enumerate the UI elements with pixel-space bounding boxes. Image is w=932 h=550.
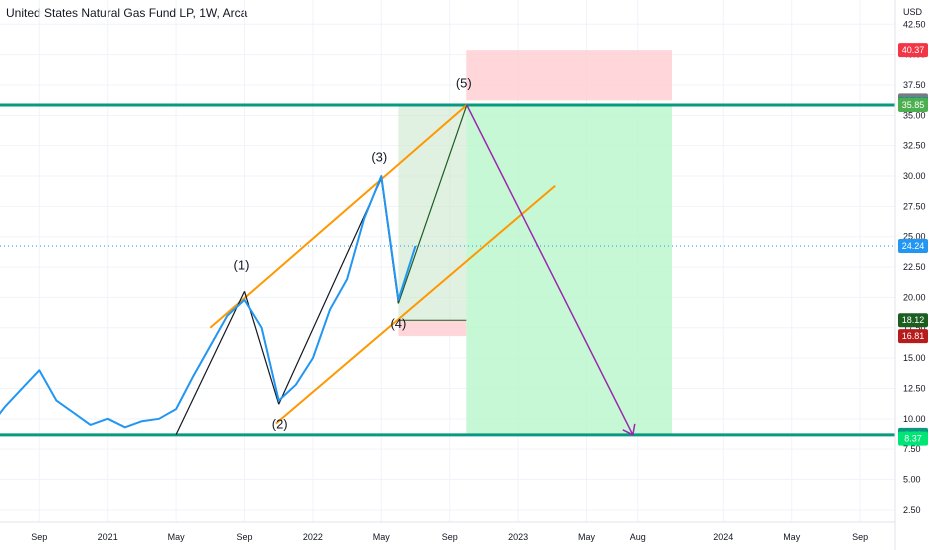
price-badge: 8.37 [898, 431, 928, 446]
y-tick-label: 10.00 [903, 414, 926, 424]
x-tick-label: Sep [31, 532, 47, 542]
x-tick-label: Sep [236, 532, 252, 542]
y-tick-label: 25.00 [903, 232, 926, 242]
x-tick-label: Aug [630, 532, 646, 542]
y-tick-label: 5.00 [903, 475, 921, 485]
y-tick-label: 15.00 [903, 353, 926, 363]
x-tick-label: 2022 [303, 532, 323, 542]
price-series [0, 175, 417, 429]
price-badge-text: 24.24 [902, 241, 925, 251]
price-badge-bg [898, 431, 928, 446]
price-badge-text: 40.37 [902, 45, 925, 55]
wave-label: (1) [234, 257, 250, 272]
price-badge: 16.81 [898, 329, 928, 344]
y-tick-label: 17.50 [903, 323, 926, 333]
price-badge-bg [898, 313, 928, 328]
price-badge-text: 35.85 [902, 100, 925, 110]
position-zones [398, 50, 672, 435]
projection-arrow [466, 104, 634, 436]
x-tick-label: Sep [442, 532, 458, 542]
take-profit-zone [466, 105, 672, 435]
y-axis: 42.5040.0037.5035.0032.5030.0027.5025.00… [894, 0, 926, 550]
price-badge-bg [898, 43, 928, 58]
y-tick-label: 32.50 [903, 141, 926, 151]
x-tick-label: May [578, 532, 596, 542]
x-tick-label: May [168, 532, 186, 542]
wave-label: (5) [456, 75, 472, 90]
horizontal-levels [0, 103, 895, 437]
x-tick-label: Sep [852, 532, 868, 542]
y-tick-label: 30.00 [903, 171, 926, 181]
price-line [0, 175, 417, 429]
price-badge-bg [898, 238, 928, 253]
price-badges: 40.3736.2335.9235.8524.2418.1216.818.688… [898, 43, 928, 446]
price-badge-text: 8.37 [904, 434, 922, 444]
x-axis: Sep 2021 May Sep 2022 May Sep 2023 May Aug 2024 May… [0, 521, 895, 542]
channel-lower-line [275, 184, 556, 425]
price-badge-bg [898, 329, 928, 344]
y-tick-label: 27.50 [903, 201, 926, 211]
y-tick-label: 20.00 [903, 292, 926, 302]
currency-label: USD [903, 7, 923, 17]
price-badge: 18.12 [898, 313, 928, 328]
y-tick-label: 2.50 [903, 505, 921, 515]
x-tick-label: 2023 [508, 532, 528, 542]
x-tick-label: 2024 [713, 532, 733, 542]
y-tick-label: 37.50 [903, 80, 926, 90]
y-tick-label: 42.50 [903, 19, 926, 29]
wave-label: (4) [390, 316, 406, 331]
long-loss-zone [398, 320, 467, 337]
channel-upper-line [209, 104, 468, 329]
arrow-head [622, 423, 636, 436]
y-tick-label: 22.50 [903, 262, 926, 272]
wave-segment [175, 291, 246, 435]
wave-segment [397, 104, 468, 304]
price-badge: 24.24 [898, 238, 928, 253]
price-badge-text: 16.81 [902, 331, 925, 341]
y-tick-label: 35.00 [903, 110, 926, 120]
stop-loss-zone [466, 50, 672, 101]
y-tick-label: 7.50 [903, 444, 921, 454]
price-badge-text: 18.12 [902, 315, 925, 325]
x-tick-label: 2021 [98, 532, 118, 542]
price-badge: 35.85 [898, 98, 928, 113]
wave-label: (2) [272, 417, 288, 432]
price-badge-bg [898, 98, 928, 113]
x-tick-label: May [783, 532, 801, 542]
y-tick-label: 12.50 [903, 383, 926, 393]
price-badge: 40.37 [898, 43, 928, 58]
wave-label: (3) [371, 149, 387, 164]
x-tick-label: May [373, 532, 391, 542]
chart-title: United States Natural Gas Fund LP, 1W, A… [6, 6, 248, 20]
